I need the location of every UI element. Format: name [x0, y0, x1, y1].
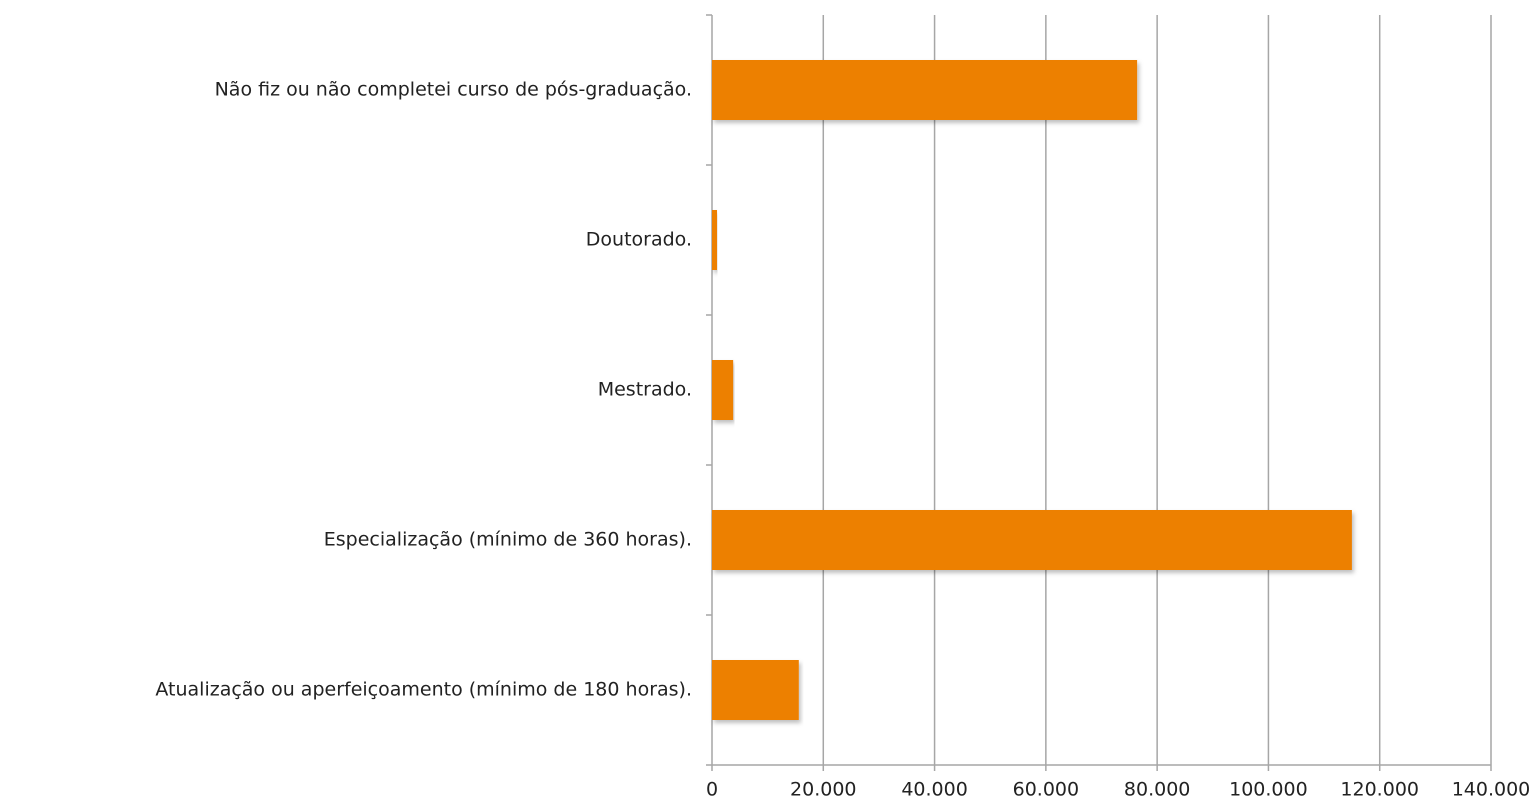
- x-tick-label: 100.000: [1229, 779, 1308, 801]
- x-tick-label: 120.000: [1340, 779, 1419, 801]
- x-tick-label: 60.000: [1013, 779, 1079, 801]
- bar: [712, 660, 799, 720]
- x-tick-label: 80.000: [1124, 779, 1190, 801]
- x-tick-label: 0: [706, 779, 718, 801]
- x-tick-label: 20.000: [790, 779, 856, 801]
- bar: [712, 360, 734, 420]
- y-tick-label: Atualização ou aperfeiçoamento (mínimo d…: [155, 679, 692, 701]
- bar: [712, 60, 1138, 120]
- x-tick-label: 140.000: [1452, 779, 1531, 801]
- y-tick-label: Não fiz ou não completei curso de pós-gr…: [215, 79, 692, 101]
- x-tick-label: 40.000: [901, 779, 967, 801]
- y-tick-label: Especialização (mínimo de 360 horas).: [324, 529, 692, 551]
- bar: [712, 210, 718, 270]
- y-tick-label: Doutorado.: [586, 229, 692, 251]
- y-tick-label: Mestrado.: [598, 379, 692, 401]
- bar: [712, 510, 1352, 570]
